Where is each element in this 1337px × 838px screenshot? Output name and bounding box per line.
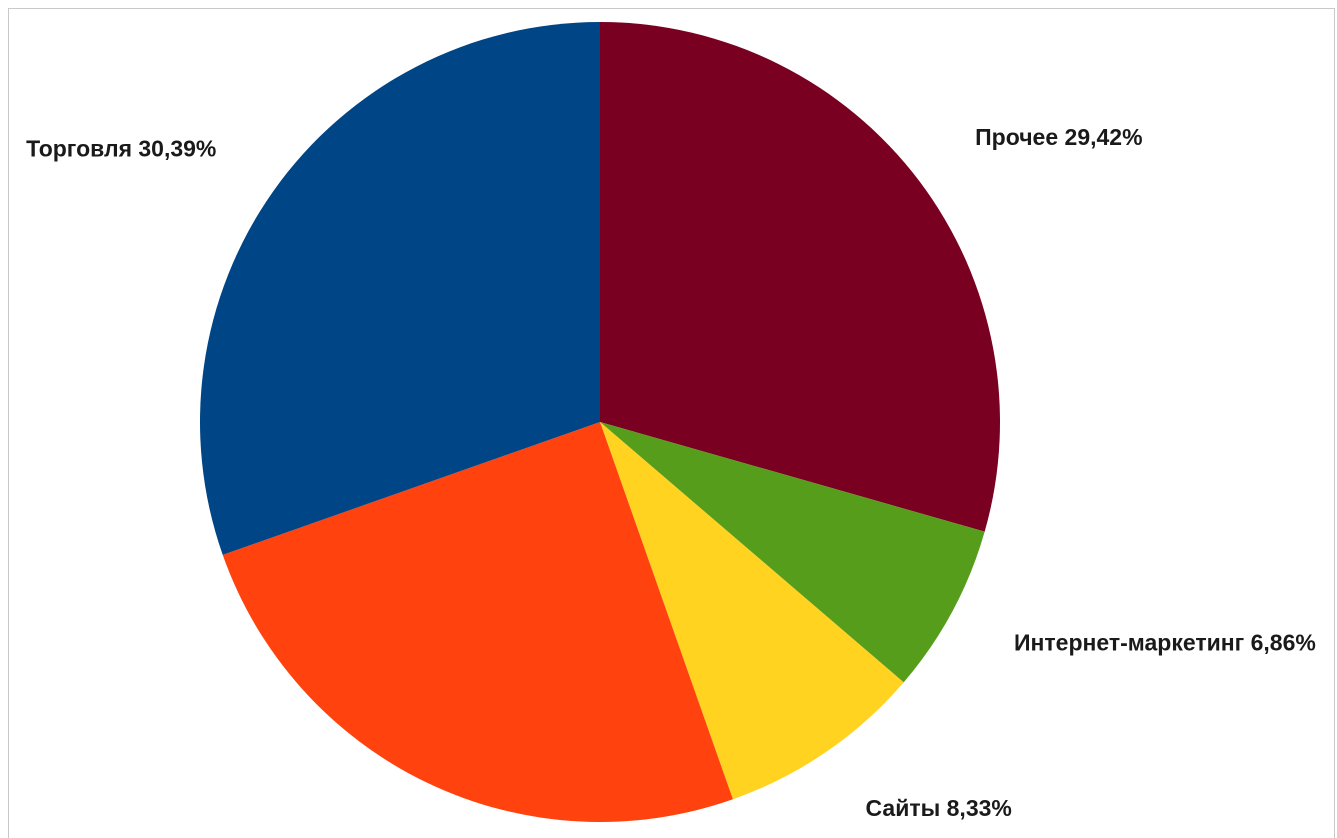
slice-label-1: Прочее 29,42% [975,124,1142,150]
pie-slice-2 [600,422,985,683]
pie-slice-5 [199,22,600,555]
pie-labels: Прочее 29,42% Интернет-маркетинг 6,86% Сай… [26,124,1316,835]
pie-slice-4 [222,422,733,822]
chart-frame [8,8,1335,838]
slice-label-3: Сайты 8,33% [866,795,1012,821]
slice-label-5: Торговля 30,39% [26,135,216,161]
pie-slice-3 [600,422,904,800]
pie-slices [199,22,1000,822]
slice-label-4: Услуги 25,00% [317,831,478,835]
pie-slice-1 [600,22,1000,532]
slice-label-2: Интернет-маркетинг 6,86% [1014,630,1316,656]
